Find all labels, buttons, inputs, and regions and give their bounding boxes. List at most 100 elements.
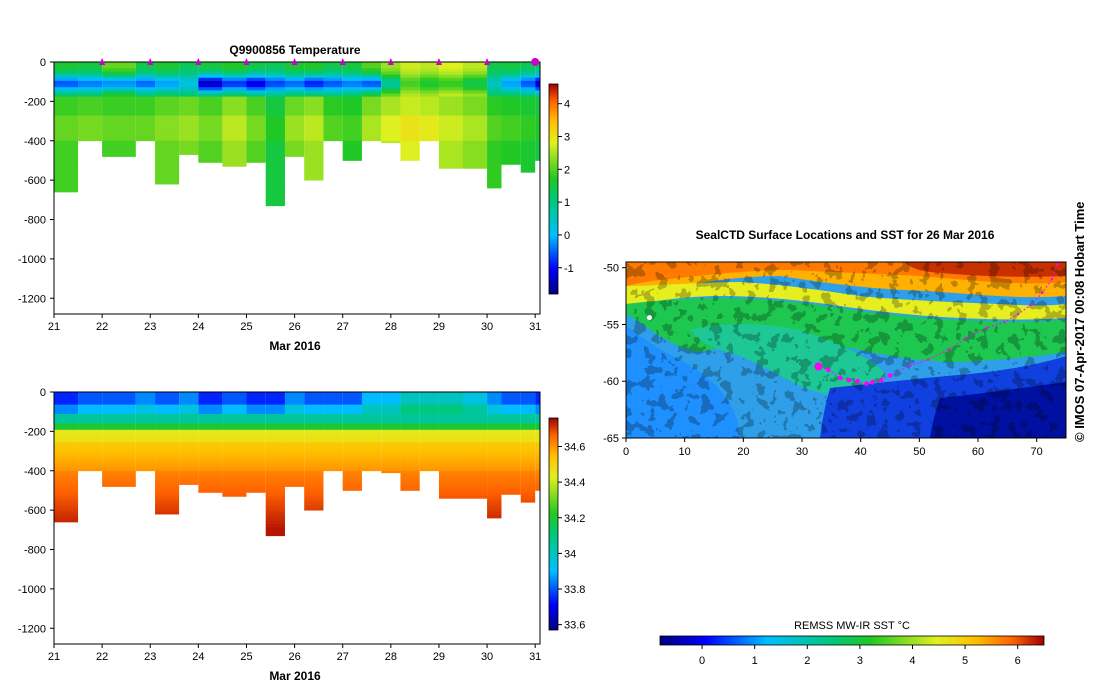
temp-cell [487, 172, 502, 176]
sal-cell [381, 401, 401, 405]
sal-cell [102, 448, 136, 453]
temp-cell [342, 62, 362, 66]
sal-cell [361, 426, 382, 431]
sal-cell [487, 445, 502, 450]
sal-cell [54, 445, 79, 450]
sal-cell [438, 461, 464, 465]
temp-cell [400, 140, 420, 145]
temp-cell [487, 175, 502, 179]
temp-cell [54, 115, 79, 120]
sal-cell [400, 470, 420, 475]
temp-cell [487, 96, 502, 101]
sal-cell [438, 404, 464, 409]
temp-cell [284, 143, 305, 148]
temp-cell [520, 77, 536, 82]
temp-cell [304, 172, 324, 176]
sal-cell [198, 410, 223, 415]
temp-cell [265, 128, 285, 132]
sal-cell [520, 489, 536, 494]
temp-cell [155, 84, 180, 88]
temp-cell [102, 140, 136, 145]
sal-cell [265, 495, 285, 500]
sal-cell [535, 464, 540, 468]
temp-cell [155, 77, 180, 82]
temp-cell [501, 84, 521, 88]
sal-cell [501, 464, 521, 468]
temp-cell [438, 62, 464, 66]
sal-cell [246, 467, 266, 472]
temp-profile-column [284, 62, 305, 157]
sal-cell [222, 401, 247, 405]
temp-cell [246, 102, 266, 107]
sal-cell [135, 414, 156, 418]
sal-cell [535, 395, 540, 399]
temp-cell [381, 96, 401, 101]
sal-cell [265, 404, 285, 409]
temp-cell [487, 125, 502, 129]
sal-cell [438, 410, 464, 415]
sal-cell [361, 401, 382, 405]
sal-cell [419, 436, 439, 440]
sal-cell [535, 432, 540, 437]
temp-cell [155, 68, 180, 72]
sal-cell [520, 467, 536, 472]
temp-cell [179, 99, 199, 104]
temp-cell [222, 93, 247, 98]
temp-profile-column [265, 62, 285, 207]
sal-cell [463, 455, 488, 459]
temp-cell [342, 71, 362, 75]
temp-cell [78, 109, 103, 113]
sal-cell [155, 426, 180, 431]
sal-cell [265, 530, 285, 535]
sal-cell [438, 401, 464, 405]
sal-cell [438, 436, 464, 440]
temp-cell [78, 90, 103, 94]
temp-cell [265, 162, 285, 167]
sal-cell [54, 407, 79, 412]
temp-cell [535, 99, 540, 104]
temp-cell [78, 87, 103, 91]
temp-cell [246, 147, 266, 151]
sal-cell [361, 436, 382, 440]
sal-cell [198, 461, 223, 465]
temp-cell [54, 62, 79, 66]
sal-cell [501, 423, 521, 428]
sal-cell [487, 455, 502, 459]
sal-cell [246, 404, 266, 409]
temp-cell [198, 62, 223, 66]
sal-cell [246, 445, 266, 450]
temp-cell [419, 65, 439, 69]
temp-cell [179, 143, 199, 148]
temp-cell [520, 137, 536, 142]
sal-cell [342, 420, 362, 424]
temp-cell [135, 109, 156, 113]
temp-cell [155, 87, 180, 91]
sal-cell [246, 480, 266, 484]
sal-cell [419, 407, 439, 412]
temp-cell [323, 125, 343, 129]
temp-cell [381, 68, 401, 72]
sal-cell [520, 398, 536, 402]
temp-cell [284, 140, 305, 145]
temp-cell [438, 74, 464, 79]
sal-cell [304, 483, 324, 487]
sal-ytick-label: -400 [24, 466, 46, 478]
sal-cell [102, 480, 136, 484]
sal-cell [265, 458, 285, 462]
sal-cell [102, 432, 136, 437]
sal-cell [342, 417, 362, 421]
temp-cell [54, 84, 79, 88]
sal-cell [463, 492, 488, 497]
temp-cell [487, 77, 502, 82]
temp-cell [246, 80, 266, 85]
sal-cell [535, 442, 540, 446]
temp-cell [265, 93, 285, 98]
temp-cell [535, 150, 540, 154]
sal-cell [54, 514, 79, 519]
sal-cell [342, 470, 362, 475]
temp-profile-column [535, 62, 540, 161]
sal-cell [323, 467, 343, 472]
temp-cell [222, 125, 247, 129]
sal-cell [54, 436, 79, 440]
